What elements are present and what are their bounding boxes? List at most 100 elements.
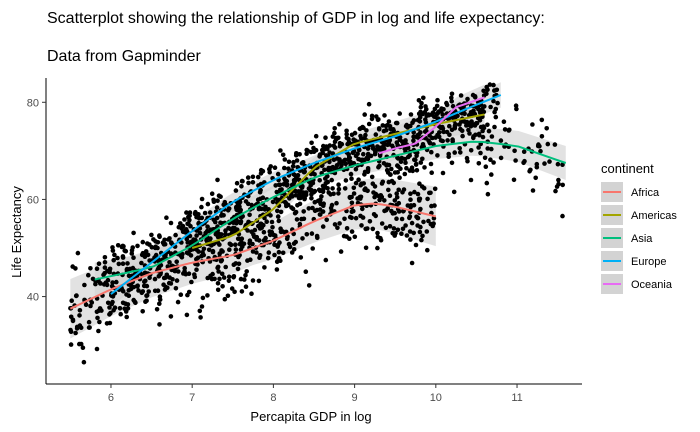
scatter-point: [411, 138, 416, 143]
scatter-point: [211, 197, 216, 203]
scatter-point: [353, 166, 359, 172]
scatter-point: [347, 236, 352, 241]
scatter-point: [180, 251, 185, 257]
scatter-point: [282, 199, 288, 205]
scatter-point: [457, 122, 462, 127]
scatter-point: [293, 188, 298, 194]
scatter-point: [266, 250, 272, 255]
scatter-point: [409, 220, 415, 226]
scatter-point: [383, 225, 389, 231]
scatter-point: [440, 112, 446, 117]
scatter-point: [400, 190, 405, 195]
scatter-point: [419, 100, 424, 106]
scatter-point: [88, 303, 93, 309]
scatter-point: [452, 150, 458, 155]
scatter-point: [81, 359, 87, 365]
scatter-point: [480, 134, 486, 140]
scatter-point: [424, 229, 430, 234]
legend: continent Africa Americas Asia Europe Oceani…: [601, 161, 677, 294]
scatter-point: [362, 135, 367, 141]
scatter-point: [392, 170, 398, 175]
scatter-point: [290, 163, 296, 169]
scatter-point: [414, 168, 420, 173]
scatter-point: [69, 298, 74, 304]
scatter-point: [468, 177, 474, 183]
scatter-point: [247, 238, 253, 243]
scatter-point: [174, 278, 180, 283]
scatter-point: [234, 180, 240, 186]
scatter-point: [211, 217, 217, 223]
scatter-point: [86, 272, 91, 278]
scatter-point: [68, 327, 73, 333]
scatter-point: [412, 189, 417, 195]
scatter-point: [155, 245, 160, 251]
scatter-point: [349, 209, 355, 215]
scatter-point: [351, 185, 357, 191]
scatter-point: [425, 196, 430, 202]
scatter-point: [486, 128, 492, 134]
scatter-point: [365, 146, 371, 151]
scatter-point: [458, 93, 464, 98]
scatter-point: [459, 128, 465, 133]
scatter-point: [196, 220, 201, 226]
scatter-point: [168, 220, 174, 226]
scatter-point: [408, 237, 413, 242]
scatter-point: [175, 299, 181, 305]
scatter-point: [289, 205, 294, 210]
scatter-point: [236, 236, 242, 242]
scatter-point: [398, 166, 403, 171]
scatter-point: [287, 196, 292, 201]
scatter-point: [232, 220, 237, 225]
scatter-point: [364, 128, 369, 133]
scatter-point: [94, 266, 100, 272]
scatter-point: [474, 121, 480, 126]
scatter-point: [429, 149, 434, 155]
scatter-point: [194, 267, 199, 273]
scatter-point: [420, 156, 425, 162]
scatter-point: [215, 233, 220, 238]
scatter-point: [109, 301, 114, 307]
scatter-point: [449, 99, 455, 104]
scatter-point: [372, 194, 377, 200]
scatter-point: [418, 130, 423, 135]
scatter-point: [323, 257, 329, 263]
scatter-point: [375, 245, 380, 251]
scatter-point: [397, 111, 403, 116]
scatter-point: [101, 272, 106, 278]
scatter-point: [102, 260, 108, 265]
scatter-point: [311, 145, 316, 151]
scatter-point: [417, 198, 422, 203]
scatter-point: [377, 197, 382, 203]
scatter-point: [371, 190, 376, 195]
scatter-point: [344, 132, 350, 137]
scatter-point: [331, 143, 337, 149]
scatter-point: [284, 183, 290, 188]
scatter-point: [200, 295, 206, 301]
scatter-point: [415, 215, 420, 221]
scatter-point: [369, 174, 375, 180]
scatter-point: [162, 237, 167, 243]
scatter-point: [243, 273, 248, 278]
scatter-point: [429, 112, 434, 117]
scatter-point: [86, 319, 92, 325]
scatter-point: [465, 96, 470, 102]
scatter-point: [142, 279, 147, 285]
scatter-point: [215, 281, 221, 286]
scatter-point: [196, 215, 202, 221]
scatter-point: [198, 315, 203, 320]
scatter-point: [349, 215, 354, 221]
scatter-point: [477, 110, 483, 115]
scatter-point: [304, 151, 309, 156]
scatter-point: [244, 269, 249, 274]
scatter-point: [327, 159, 332, 165]
scatter-point: [256, 206, 262, 212]
scatter-point: [348, 171, 354, 177]
scatter-point: [110, 248, 116, 253]
x-tick-label: 9: [352, 392, 358, 404]
scatter-point: [534, 161, 540, 167]
scatter-point: [245, 228, 250, 233]
scatter-point: [322, 184, 328, 189]
scatter-point: [107, 305, 112, 310]
scatter-point: [334, 200, 339, 206]
scatter-point: [428, 161, 434, 167]
